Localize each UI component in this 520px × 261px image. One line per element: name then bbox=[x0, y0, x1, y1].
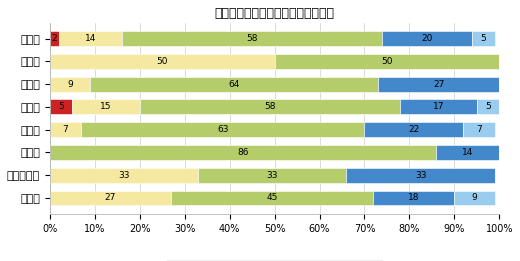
Text: 22: 22 bbox=[408, 125, 420, 134]
Bar bbox=[50, 99, 72, 114]
Bar bbox=[454, 191, 495, 205]
Text: 7: 7 bbox=[62, 125, 69, 134]
Bar bbox=[122, 31, 382, 46]
Bar bbox=[365, 122, 463, 137]
Bar bbox=[378, 77, 499, 92]
Bar bbox=[50, 191, 171, 205]
Text: 20: 20 bbox=[422, 34, 433, 43]
Text: 33: 33 bbox=[267, 171, 278, 180]
Text: 58: 58 bbox=[264, 102, 276, 111]
Bar bbox=[50, 168, 198, 182]
Bar bbox=[50, 122, 81, 137]
Bar bbox=[472, 31, 495, 46]
Bar bbox=[171, 191, 373, 205]
Bar bbox=[463, 122, 495, 137]
Text: 58: 58 bbox=[246, 34, 258, 43]
Bar bbox=[400, 99, 477, 114]
Text: 5: 5 bbox=[485, 102, 491, 111]
Text: 15: 15 bbox=[100, 102, 112, 111]
Bar bbox=[50, 77, 90, 92]
Bar bbox=[373, 191, 454, 205]
Bar bbox=[50, 31, 59, 46]
Bar bbox=[90, 77, 378, 92]
Bar bbox=[346, 168, 495, 182]
Text: 14: 14 bbox=[85, 34, 96, 43]
Bar bbox=[198, 168, 346, 182]
Bar bbox=[436, 145, 499, 160]
Bar bbox=[81, 122, 365, 137]
Text: 64: 64 bbox=[228, 80, 240, 89]
Text: 63: 63 bbox=[217, 125, 229, 134]
Bar bbox=[275, 54, 499, 69]
Text: 33: 33 bbox=[118, 171, 129, 180]
Bar bbox=[72, 99, 140, 114]
Bar bbox=[382, 31, 472, 46]
Bar bbox=[50, 145, 436, 160]
Text: 18: 18 bbox=[408, 193, 420, 203]
Bar bbox=[140, 99, 400, 114]
Bar bbox=[59, 31, 122, 46]
Text: 50: 50 bbox=[157, 57, 168, 66]
Text: 14: 14 bbox=[462, 148, 474, 157]
Bar bbox=[477, 99, 499, 114]
Text: 2: 2 bbox=[51, 34, 57, 43]
Text: 9: 9 bbox=[67, 80, 73, 89]
Text: 17: 17 bbox=[433, 102, 445, 111]
Text: 50: 50 bbox=[381, 57, 393, 66]
Text: 9: 9 bbox=[472, 193, 477, 203]
Text: 5: 5 bbox=[480, 34, 486, 43]
Text: 33: 33 bbox=[415, 171, 426, 180]
Text: 5: 5 bbox=[58, 102, 64, 111]
Text: 86: 86 bbox=[237, 148, 249, 157]
Text: 45: 45 bbox=[267, 193, 278, 203]
Title: 経営者の供給意欲について（割合）: 経営者の供給意欲について（割合） bbox=[215, 7, 334, 20]
Text: 27: 27 bbox=[105, 193, 116, 203]
Text: 7: 7 bbox=[476, 125, 482, 134]
Bar bbox=[50, 54, 275, 69]
Text: 27: 27 bbox=[433, 80, 444, 89]
